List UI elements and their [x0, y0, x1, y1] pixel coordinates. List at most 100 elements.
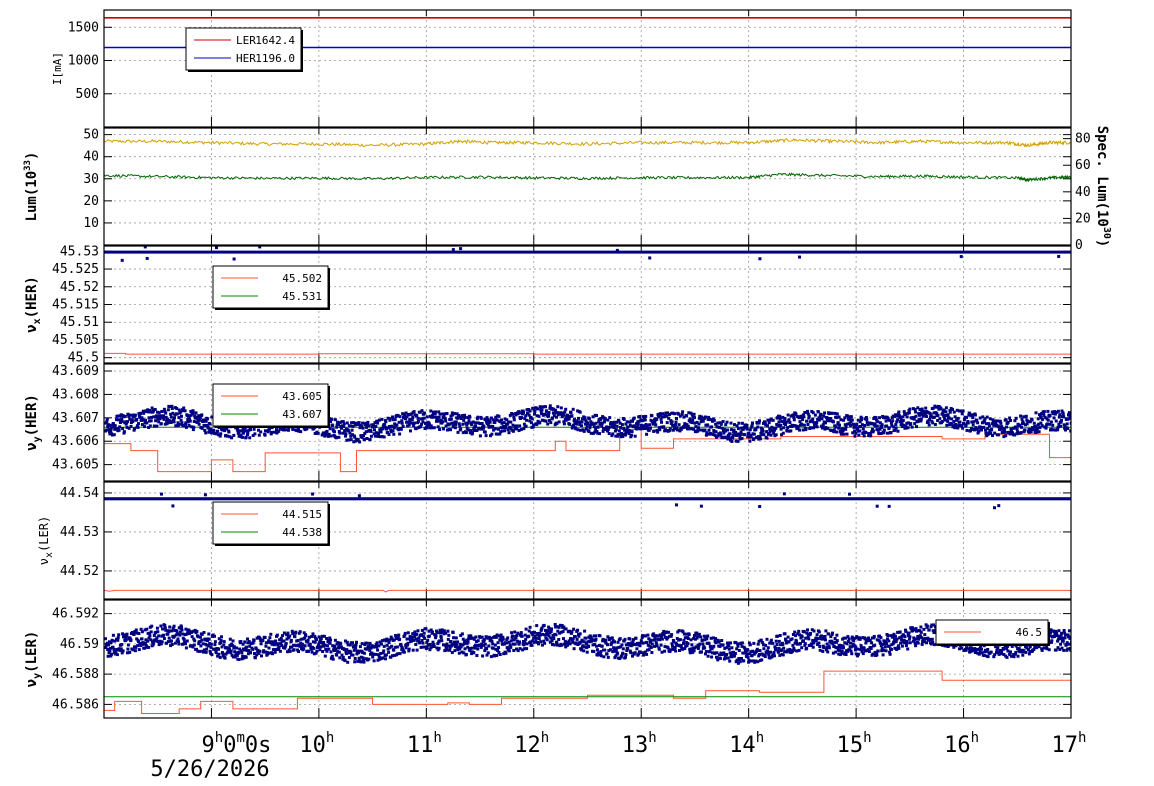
scatter-point — [452, 422, 456, 426]
scatter-point — [538, 420, 542, 424]
scatter-point — [892, 640, 896, 644]
scatter-point — [542, 639, 546, 643]
scatter-point — [532, 640, 536, 644]
scatter-point — [111, 645, 115, 649]
scatter-point — [677, 423, 681, 427]
scatter-point — [496, 649, 500, 652]
scatter-point — [583, 416, 587, 420]
scatter-point — [173, 416, 176, 420]
scatter-point — [1065, 641, 1069, 645]
scatter-point — [614, 428, 618, 432]
outlier-point — [615, 248, 619, 252]
series-band-measured — [104, 497, 1071, 501]
scatter-point — [369, 434, 373, 438]
scatter-point — [727, 644, 731, 648]
scatter-point — [313, 640, 317, 644]
scatter-point — [589, 635, 593, 639]
scatter-point — [776, 416, 780, 420]
outlier-point — [311, 492, 315, 496]
scatter-point — [220, 645, 224, 649]
scatter-point — [831, 651, 835, 655]
scatter-point — [435, 417, 439, 421]
scatter-point — [879, 432, 883, 435]
scatter-point — [729, 421, 733, 425]
scatter-point — [150, 624, 154, 628]
scatter-point — [882, 428, 886, 432]
scatter-point — [215, 432, 219, 436]
scatter-point — [709, 636, 713, 640]
scatter-point — [172, 420, 176, 424]
scatter-point — [259, 642, 263, 646]
scatter-point — [599, 654, 603, 658]
scatter-point — [405, 415, 409, 419]
scatter-point — [388, 646, 392, 650]
legend-value: 1642.4 — [255, 34, 295, 47]
scatter-point — [974, 650, 978, 654]
scatter-point — [855, 422, 859, 426]
scatter-point — [552, 414, 556, 418]
scatter-point — [174, 424, 178, 428]
scatter-point — [677, 629, 681, 633]
scatter-point — [1010, 644, 1014, 648]
scatter-point — [409, 429, 412, 433]
scatter-point — [148, 409, 152, 412]
scatter-point — [996, 651, 1000, 655]
scatter-point — [960, 424, 964, 428]
scatter-point — [730, 653, 734, 657]
scatter-point — [139, 644, 143, 648]
scatter-point — [166, 417, 169, 421]
scatter-point — [806, 628, 809, 632]
scatter-point — [120, 419, 124, 423]
scatter-point — [396, 652, 400, 656]
y-tick-label: 46.592 — [52, 607, 99, 622]
scatter-point — [347, 429, 351, 433]
scatter-point — [389, 655, 393, 659]
scatter-point — [933, 625, 937, 628]
scatter-point — [812, 629, 816, 633]
scatter-point — [582, 649, 586, 653]
scatter-point — [403, 414, 407, 418]
scatter-point — [400, 421, 404, 425]
scatter-point — [125, 425, 129, 429]
scatter-point — [391, 415, 394, 419]
scatter-point — [375, 434, 379, 438]
scatter-point — [472, 637, 476, 641]
scatter-point — [358, 426, 362, 430]
scatter-point — [438, 412, 442, 416]
scatter-point — [1054, 629, 1058, 633]
scatter-point — [756, 642, 760, 646]
scatter-point — [475, 640, 478, 643]
scatter-point — [864, 431, 868, 435]
scatter-point — [168, 405, 172, 409]
scatter-point — [807, 416, 811, 420]
scatter-point — [560, 643, 564, 647]
series-group — [104, 246, 1071, 355]
scatter-point — [849, 415, 853, 419]
scatter-point — [111, 422, 115, 426]
scatter-point — [351, 641, 354, 645]
scatter-point — [749, 650, 753, 654]
scatter-point — [536, 407, 540, 411]
scatter-point — [669, 634, 673, 638]
scatter-point — [217, 433, 220, 437]
scatter-point — [951, 424, 955, 428]
panel-frame — [103, 127, 1072, 246]
scatter-point — [547, 625, 551, 629]
scatter-point — [792, 418, 796, 422]
legend-value: 43.605 — [282, 390, 322, 403]
scatter-point — [977, 429, 981, 433]
scatter-point — [789, 429, 793, 433]
scatter-point — [596, 431, 600, 435]
scatter-point — [321, 650, 325, 653]
scatter-point — [783, 419, 787, 423]
scatter-point — [670, 420, 674, 424]
scatter-point — [331, 657, 335, 661]
scatter-point — [124, 638, 128, 642]
scatter-point — [209, 642, 213, 646]
scatter-point — [850, 652, 854, 656]
scatter-point — [930, 419, 934, 423]
scatter-point — [769, 640, 773, 644]
scatter-point — [158, 642, 162, 645]
scatter-point — [681, 410, 685, 414]
